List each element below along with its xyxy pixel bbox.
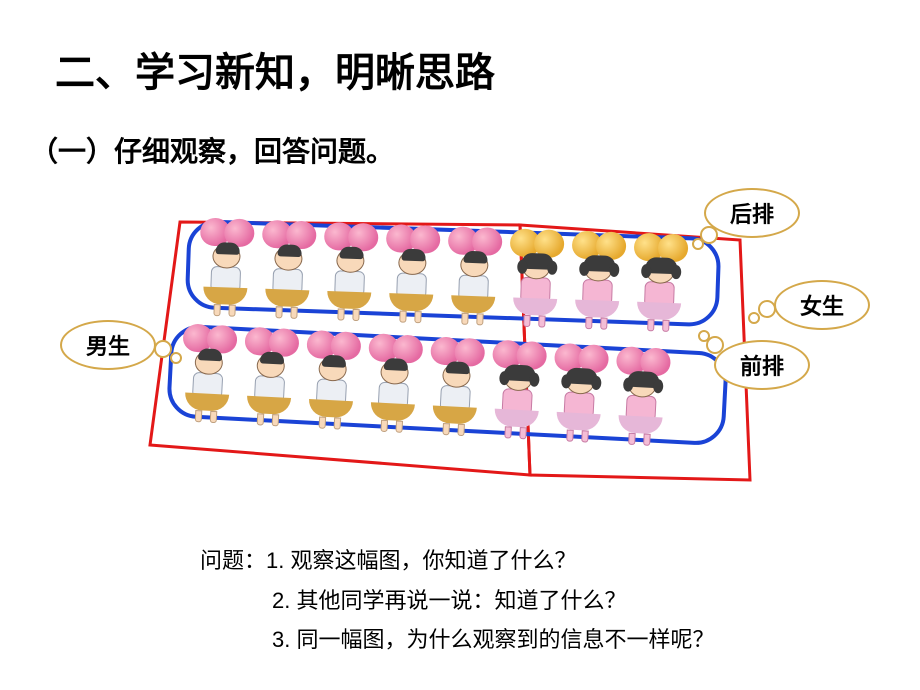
student-boy	[423, 334, 488, 437]
student-boy	[176, 321, 241, 424]
student-girl	[628, 231, 691, 333]
skirt-icon	[203, 287, 248, 306]
head-icon	[212, 244, 241, 269]
bubble-boys: 男生	[60, 320, 156, 370]
student-girl	[485, 337, 550, 440]
question-1-text: 1. 观察这幅图，你知道了什么？	[266, 548, 576, 573]
bubble-girls: 女生	[774, 280, 870, 330]
student-boy	[361, 331, 426, 434]
question-3: 3. 同一幅图，为什么观察到的信息不一样呢？	[272, 620, 714, 660]
back-row	[194, 215, 691, 332]
student-girl	[609, 344, 674, 447]
questions-block: 问题：1. 观察这幅图，你知道了什么？ 2. 其他同学再说一说：知道了什么？ 3…	[200, 541, 714, 660]
sub-title: （一）仔细观察，回答问题。	[30, 130, 394, 170]
question-label: 问题：	[200, 548, 266, 573]
student-boy	[318, 220, 381, 322]
head-icon	[522, 255, 551, 280]
question-2: 2. 其他同学再说一说：知道了什么？	[272, 581, 714, 621]
bubble-back-row: 后排	[704, 188, 800, 238]
student-boy	[194, 215, 257, 317]
students-diagram: 后排 女生 男生 前排	[100, 180, 850, 500]
legs-icon	[213, 304, 235, 317]
legs-icon	[523, 315, 545, 328]
student-boy	[238, 324, 303, 427]
skirt-icon	[513, 297, 558, 316]
student-girl	[547, 341, 612, 444]
student-girl	[566, 228, 629, 330]
question-1: 问题：1. 观察这幅图，你知道了什么？	[200, 541, 714, 581]
student-boy	[380, 222, 443, 324]
student-boy	[442, 224, 505, 326]
bubble-front-row: 前排	[714, 340, 810, 390]
student-boy	[256, 218, 319, 320]
student-girl	[504, 226, 567, 328]
main-title: 二、学习新知，明晰思路	[55, 40, 495, 98]
student-boy	[300, 328, 365, 431]
